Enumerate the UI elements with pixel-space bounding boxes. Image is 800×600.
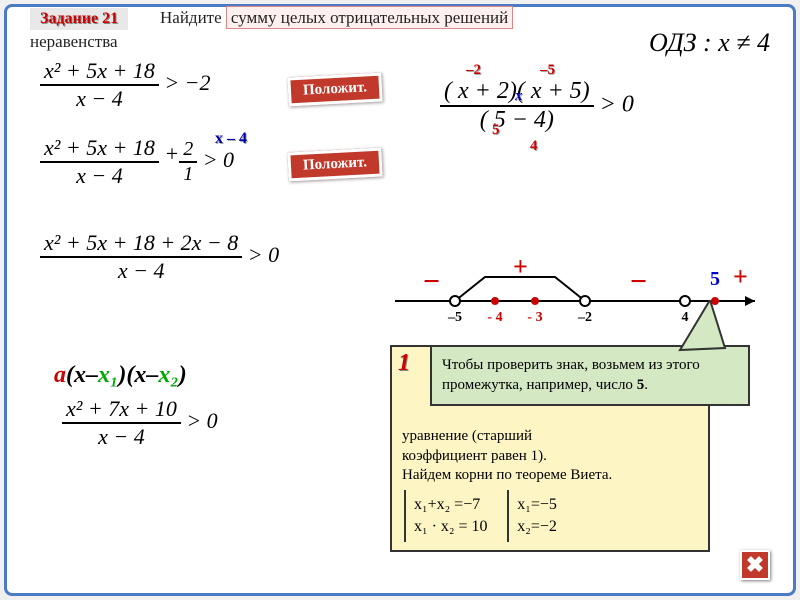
badge-positive-2: Положит.	[287, 148, 382, 182]
svg-text:- 3: - 3	[527, 310, 542, 325]
step-1-label: 1	[398, 350, 410, 377]
svg-text:5: 5	[710, 268, 720, 290]
factored-form: a(x–x₁)(x–x₂)	[54, 362, 187, 389]
eq2-rhs: > 0	[203, 147, 234, 172]
anno-minus5: –5	[540, 62, 555, 79]
anno-x: x	[515, 88, 523, 105]
eq3-num: x² + 5x + 18 + 2x − 8	[40, 230, 242, 258]
anno-5: 5	[492, 122, 500, 139]
svg-text:−: −	[423, 265, 440, 298]
badge-positive-1: Положит.	[287, 73, 382, 107]
eq1-rhs: > −2	[159, 70, 211, 95]
eq4-num: x² + 7x + 10	[62, 396, 181, 424]
callout-tail-icon	[670, 300, 750, 360]
big-den: ( 5 − 4)	[440, 107, 594, 134]
eq2-num: x² + 5x + 18	[40, 135, 159, 163]
equation-3: x² + 5x + 18 + 2x − 8x − 4 > 0	[40, 230, 279, 284]
svg-text:+: +	[733, 262, 748, 291]
task-prompt: Найдите сумму целых отрицательных решени…	[160, 8, 513, 28]
anno-4: 4	[530, 138, 538, 155]
callout2-t3: .	[644, 377, 648, 393]
task-pre: Найдите	[160, 8, 226, 27]
task-label: Задание 21	[30, 8, 128, 30]
eq4-den: x − 4	[62, 424, 181, 450]
eq3-rhs: > 0	[242, 242, 279, 267]
vieta-roots: x₁=−5 x₂=−2	[507, 490, 565, 543]
task-highlight: сумму целых отрицательных решений	[226, 6, 513, 29]
factored-x2: x₂	[158, 362, 178, 388]
svg-text:–2: –2	[577, 310, 592, 325]
svg-text:+: +	[513, 255, 528, 281]
factored-a: a	[54, 362, 66, 388]
eq3-den: x − 4	[40, 258, 242, 284]
eq2-2: 2	[179, 138, 197, 163]
eq2-den: x − 4	[40, 163, 159, 189]
vieta-sum-prod: x₁+x₂ =−7 x₁ · x₂ = 10	[404, 490, 496, 543]
equation-4: x² + 7x + 10x − 4 > 0	[62, 396, 218, 450]
close-button[interactable]: ✖	[740, 550, 770, 580]
svg-text:- 4: - 4	[487, 310, 502, 325]
factored-x1: x₁	[98, 362, 118, 388]
svg-text:–5: –5	[447, 310, 462, 325]
anno-minus2: –2	[466, 62, 481, 79]
eq4-rhs: > 0	[181, 408, 218, 433]
equation-2: x² + 5x + 18x − 4 +21 > 0	[40, 135, 234, 189]
eq1-den: x − 4	[40, 86, 159, 112]
callout2-t1: Чтобы проверить знак, возьмем из этого п…	[442, 357, 700, 393]
eq2-1: 1	[179, 163, 197, 186]
task-line2: неравенства	[30, 32, 118, 52]
eq1-num: x² + 5x + 18	[40, 58, 159, 86]
big-fraction: ( x + 2)( x + 5) ( 5 − 4) > 0	[440, 78, 634, 134]
equation-1: x² + 5x + 18x − 4 > −2	[40, 58, 211, 112]
odz-text: ОДЗ : x ≠ 4	[649, 28, 770, 58]
svg-text:−: −	[630, 265, 647, 298]
big-rhs: > 0	[594, 92, 634, 118]
